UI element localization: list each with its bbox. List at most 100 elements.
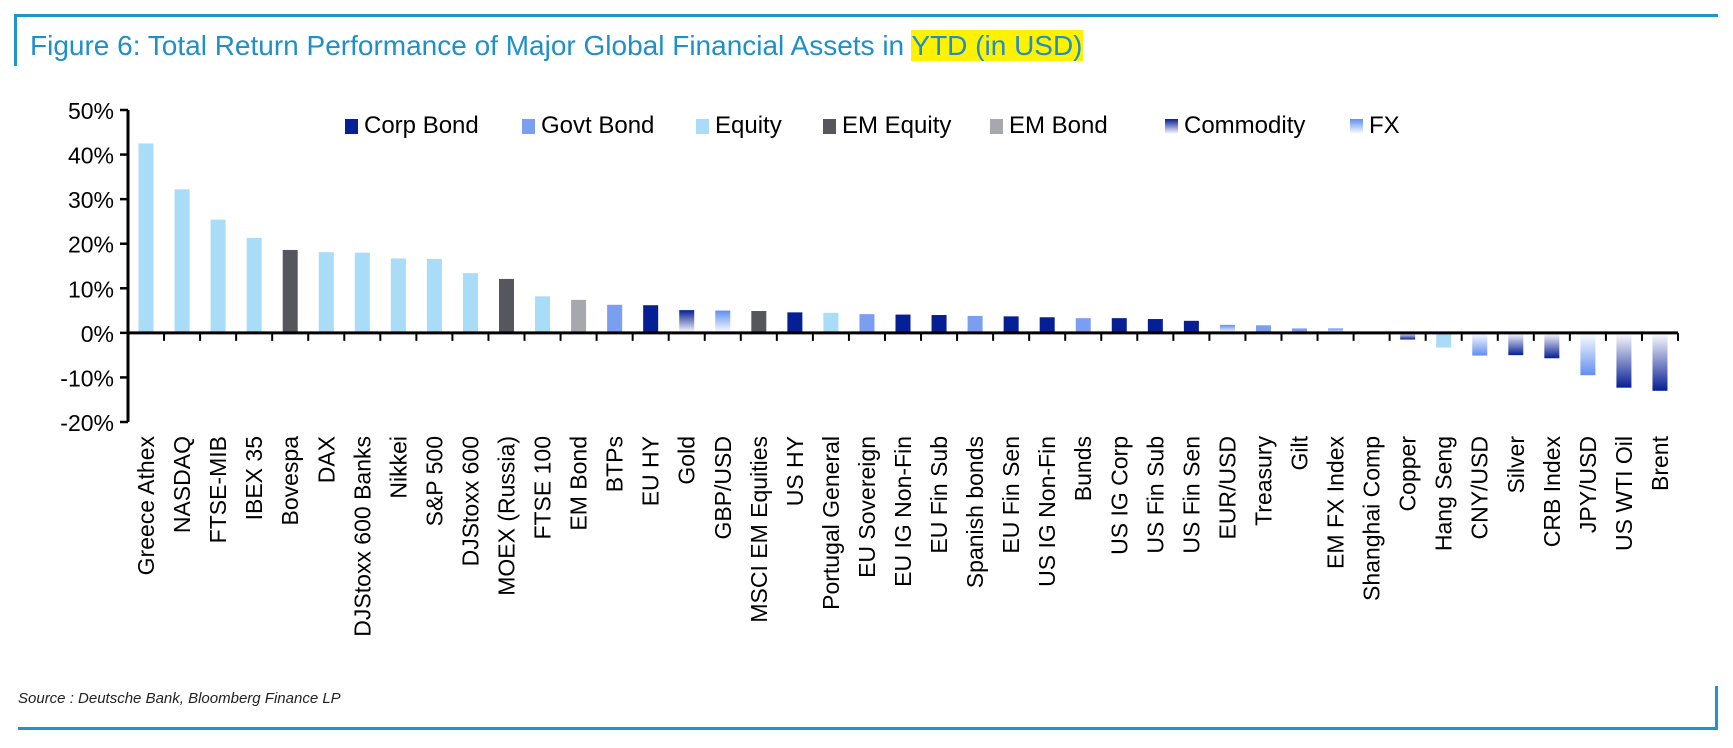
x-tick-label: Copper <box>1395 436 1421 512</box>
bar-gold <box>679 310 695 333</box>
bar-copper <box>1400 332 1416 340</box>
legend-swatch-em-bond <box>990 119 1003 134</box>
bar-ibex-35 <box>246 237 262 333</box>
y-tick-label: -10% <box>60 365 114 391</box>
bar-bovespa <box>282 249 298 333</box>
x-tick-label: BTPs <box>602 436 628 492</box>
bar-us-hy <box>787 312 803 333</box>
bar-eur-usd <box>1219 324 1235 333</box>
x-tick-label: Silver <box>1503 436 1529 494</box>
legend-label-em-bond: EM Bond <box>1009 112 1108 139</box>
legend-label-fx: FX <box>1369 112 1400 139</box>
x-axis: Greece Athex NASDAQ FTSE-MIB IBEX 35 Bovespa… <box>127 331 1679 637</box>
legend-label-govt-bond: Govt Bond <box>541 112 654 139</box>
y-tick-label: 30% <box>68 187 114 213</box>
y-tick-label: 0% <box>81 321 114 347</box>
bar-bunds <box>1075 318 1091 333</box>
x-tick-label: Nikkei <box>385 436 411 499</box>
x-tick-label: MOEX (Russia) <box>493 436 519 596</box>
bar-btps <box>607 304 623 333</box>
bar-eu-fin-sub <box>931 315 947 333</box>
legend-swatch-equity <box>696 119 709 134</box>
bar-nikkei <box>390 258 406 333</box>
x-tick-label: US IG Non-Fin <box>1034 436 1060 587</box>
bar-em-bond <box>571 299 587 333</box>
frame-top-rule <box>14 14 1718 17</box>
x-tick-label: CNY/USD <box>1467 436 1493 540</box>
bar-dax <box>318 252 334 333</box>
x-tick-label: US Fin Sub <box>1142 436 1168 554</box>
bar-cny-usd <box>1472 332 1488 356</box>
x-tick-label: EU Sovereign <box>854 436 880 578</box>
x-tick-label: US HY <box>782 436 808 506</box>
y-axis: 50% 40% 30% 20% 10% 0% -10% -20% <box>60 98 130 436</box>
x-tick-label: EU IG Non-Fin <box>890 436 916 587</box>
x-tick-label: Hang Seng <box>1431 436 1457 551</box>
x-tick-label: Greece Athex <box>133 436 159 576</box>
bar-ftse-mib <box>210 219 226 333</box>
y-tick-label: 40% <box>68 143 114 169</box>
legend-label-commodity: Commodity <box>1184 112 1305 139</box>
x-tick-label: Spanish bonds <box>962 436 988 588</box>
legend-label-equity: Equity <box>715 112 782 139</box>
x-tick-label: Shanghai Comp <box>1359 436 1385 601</box>
frame-left-rule <box>14 14 17 66</box>
bar-greece-athex <box>138 143 154 333</box>
bar-hang-seng <box>1436 332 1452 348</box>
x-tick-label: S&P 500 <box>421 436 447 526</box>
bar-us-wti-oil <box>1616 332 1632 388</box>
legend-label-em-equity: EM Equity <box>842 112 951 139</box>
x-tick-label: DAX <box>313 436 339 483</box>
bar-eu-sovereign <box>859 314 875 333</box>
y-tick-label: 50% <box>68 98 114 124</box>
bar-gilt <box>1292 328 1308 333</box>
frame-right-rule <box>1715 686 1718 730</box>
x-tick-label: EUR/USD <box>1214 436 1240 540</box>
x-tick-label: Brent <box>1647 435 1673 491</box>
x-tick-label: EU Fin Sen <box>998 436 1024 554</box>
x-tick-label: DJStoxx 600 Banks <box>349 436 375 637</box>
bar-brent <box>1652 332 1668 391</box>
bar-djstoxx-600 <box>462 273 478 333</box>
x-tick-label: NASDAQ <box>169 436 195 533</box>
x-tick-label: CRB Index <box>1539 436 1565 548</box>
bar-msci-em-equities <box>751 311 767 333</box>
x-tick-label: IBEX 35 <box>241 436 267 520</box>
x-tick-label: EU HY <box>638 436 664 506</box>
legend: Corp Bond Govt Bond Equity EM Equity EM Bond… <box>345 112 1400 139</box>
bar-eu-hy <box>643 305 659 333</box>
x-tick-label: MSCI EM Equities <box>746 436 772 623</box>
bar-ftse-100 <box>535 296 551 333</box>
bar-jpy-usd <box>1580 332 1596 376</box>
bar-s-p-500 <box>426 258 442 333</box>
y-tick-label: -20% <box>60 410 114 436</box>
legend-swatch-em-equity <box>823 119 836 134</box>
legend-swatch-commodity <box>1165 119 1178 134</box>
figure-title-highlight: YTD (in USD) <box>911 30 1083 61</box>
x-tick-label: JPY/USD <box>1575 436 1601 533</box>
y-tick-label: 20% <box>68 232 114 258</box>
bar-eu-fin-sen <box>1003 316 1019 333</box>
bar-us-fin-sen <box>1183 320 1199 333</box>
bar-portugal-general <box>823 312 839 333</box>
x-tick-label: EU Fin Sub <box>926 436 952 554</box>
x-tick-label: Gilt <box>1287 435 1313 470</box>
x-tick-label: GBP/USD <box>710 436 736 540</box>
x-tick-label: Portugal General <box>818 436 844 610</box>
legend-swatch-govt-bond <box>522 119 535 134</box>
bar-eu-ig-non-fin <box>895 314 911 333</box>
x-tick-label: DJStoxx 600 <box>457 436 483 566</box>
bar-gbp-usd <box>715 310 731 333</box>
x-tick-label: US Fin Sen <box>1178 436 1204 554</box>
figure-title: Figure 6: Total Return Performance of Ma… <box>30 30 1083 62</box>
bar-crb-index <box>1544 332 1560 359</box>
bars <box>138 143 1668 391</box>
legend-swatch-corp-bond <box>345 119 358 134</box>
bar-us-fin-sub <box>1147 319 1163 333</box>
y-tick-label: 10% <box>68 276 114 302</box>
bar-moex-russia <box>498 278 514 333</box>
x-tick-label: US IG Corp <box>1106 436 1132 555</box>
bar-us-ig-non-fin <box>1039 317 1055 333</box>
x-tick-label: FTSE-MIB <box>205 436 231 543</box>
